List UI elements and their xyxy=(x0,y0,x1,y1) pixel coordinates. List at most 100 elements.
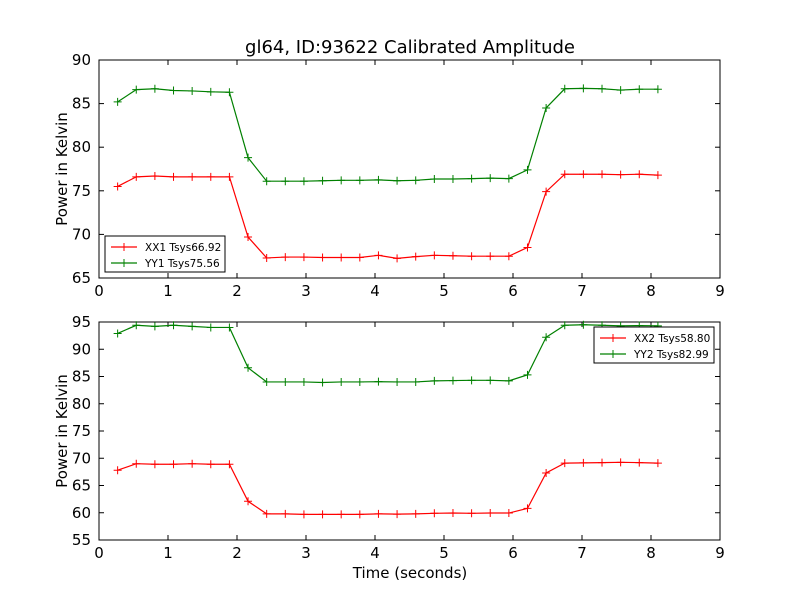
legend-marker xyxy=(609,334,617,342)
legend-box xyxy=(104,235,226,273)
data-point xyxy=(430,509,439,518)
data-point xyxy=(225,460,234,469)
data-point xyxy=(579,84,588,93)
data-point xyxy=(616,458,625,467)
data-point xyxy=(560,321,569,330)
data-point xyxy=(598,84,607,93)
data-point xyxy=(560,459,569,468)
top-plot: 0 1 2 3 4 5 6 7 8 9 65 70 75 80 85 90 Power in Kelvin XX1… xyxy=(53,51,725,300)
x-tick-label: 0 xyxy=(94,544,104,562)
legend: XX2 Tsys58.80 YY2 Tsys82.99 xyxy=(593,326,715,364)
y-tick-label: 75 xyxy=(72,182,91,200)
data-point xyxy=(542,187,551,196)
data-point xyxy=(523,504,532,513)
data-point xyxy=(355,377,364,386)
data-point xyxy=(150,460,159,469)
data-point xyxy=(262,177,271,186)
data-point xyxy=(150,171,159,180)
y-tick-label: 65 xyxy=(72,477,91,495)
legend-label: YY2 Tsys82.99 xyxy=(633,349,709,361)
y-tick-label: 55 xyxy=(72,531,91,549)
data-point xyxy=(318,253,327,262)
x-tick-label: 2 xyxy=(232,282,242,300)
x-tick-label: 1 xyxy=(163,544,173,562)
data-point xyxy=(635,170,644,179)
data-point xyxy=(132,321,141,330)
data-point xyxy=(244,363,253,372)
legend-box xyxy=(593,326,715,364)
data-point xyxy=(188,322,197,331)
data-point xyxy=(486,174,495,183)
data-point xyxy=(374,175,383,184)
x-tick-label: 8 xyxy=(646,544,656,562)
data-point xyxy=(653,85,662,94)
data-point xyxy=(262,377,271,386)
data-point xyxy=(598,458,607,467)
data-point xyxy=(393,510,402,519)
data-point xyxy=(579,320,588,329)
data-point xyxy=(262,253,271,262)
data-point xyxy=(430,175,439,184)
data-point xyxy=(150,84,159,93)
y-tick-label: 80 xyxy=(72,138,91,156)
data-point xyxy=(579,458,588,467)
data-point xyxy=(132,85,141,94)
x-tick-label: 8 xyxy=(646,282,656,300)
data-point xyxy=(188,86,197,95)
data-point xyxy=(262,509,271,518)
data-point xyxy=(504,376,513,385)
series-line-1 xyxy=(117,87,658,182)
data-point xyxy=(188,459,197,468)
data-point xyxy=(448,376,457,385)
data-point xyxy=(486,376,495,385)
x-tick-label: 7 xyxy=(577,544,587,562)
data-point xyxy=(169,460,178,469)
data-point xyxy=(355,253,364,262)
data-point xyxy=(448,175,457,184)
data-point xyxy=(244,497,253,506)
data-point xyxy=(318,510,327,519)
data-point xyxy=(523,370,532,379)
data-point xyxy=(542,103,551,112)
data-point xyxy=(467,509,476,518)
data-point xyxy=(299,377,308,386)
data-point xyxy=(113,466,122,475)
data-point xyxy=(374,377,383,386)
data-point xyxy=(635,458,644,467)
data-point xyxy=(299,510,308,519)
data-point xyxy=(579,170,588,179)
data-point xyxy=(225,172,234,181)
y-tick-label: 90 xyxy=(72,51,91,69)
data-point xyxy=(132,172,141,181)
x-tick-label: 4 xyxy=(370,282,380,300)
data-point xyxy=(411,377,420,386)
data-point xyxy=(113,329,122,338)
y-tick-label: 95 xyxy=(72,313,91,331)
y-tick-label: 85 xyxy=(72,95,91,113)
data-point xyxy=(225,88,234,97)
y-tick-label: 70 xyxy=(72,449,91,467)
legend-marker xyxy=(120,259,128,267)
data-point xyxy=(486,252,495,261)
data-point xyxy=(523,165,532,174)
legend-label: XX1 Tsys66.92 xyxy=(145,242,221,254)
y-tick-label: 80 xyxy=(72,395,91,413)
x-tick-label: 6 xyxy=(508,282,518,300)
data-point xyxy=(374,251,383,260)
data-point xyxy=(113,182,122,191)
legend-label: XX2 Tsys58.80 xyxy=(634,333,710,345)
data-point xyxy=(411,509,420,518)
data-point xyxy=(337,253,346,262)
data-point xyxy=(374,509,383,518)
data-point xyxy=(560,170,569,179)
data-point xyxy=(393,377,402,386)
data-point xyxy=(188,172,197,181)
data-point xyxy=(150,322,159,331)
legend-marker xyxy=(609,350,617,358)
data-point xyxy=(635,85,644,94)
data-point xyxy=(337,510,346,519)
data-point xyxy=(169,172,178,181)
data-point xyxy=(523,243,532,252)
legend: XX1 Tsys66.92 YY1 Tsys75.56 xyxy=(104,235,226,273)
